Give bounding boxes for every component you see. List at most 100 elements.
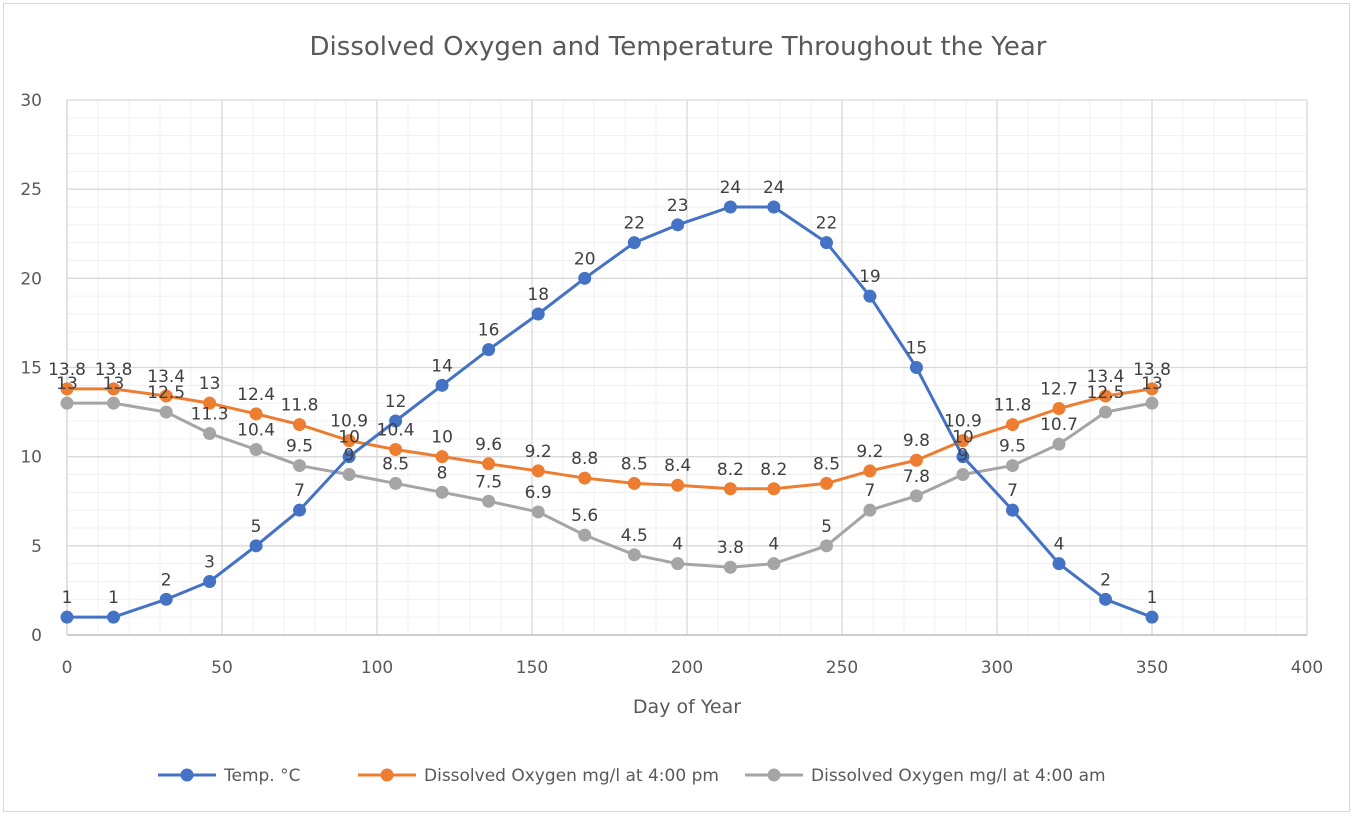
legend-marker-icon	[380, 768, 394, 782]
series-2-marker	[1099, 405, 1112, 419]
y-tick-label: 0	[31, 626, 42, 646]
series-0-marker	[909, 361, 923, 374]
series-2-marker	[863, 503, 877, 517]
x-tick-label: 100	[361, 658, 393, 678]
series-1-data-label: 13.8	[1133, 360, 1171, 380]
x-tick-label: 200	[671, 658, 703, 678]
series-0-marker	[767, 200, 781, 214]
series-1-data-label: 8.2	[760, 460, 787, 480]
series-1-data-label: 8.5	[813, 454, 840, 474]
series-2-marker	[159, 405, 173, 419]
series-2-marker	[482, 494, 496, 508]
x-tick-label: 150	[516, 658, 548, 678]
series-1-data-label: 10	[431, 428, 453, 448]
series-1-marker	[1145, 382, 1159, 396]
series-2-data-label: 3.8	[717, 538, 744, 558]
series-2-data-label: 13	[1141, 374, 1163, 394]
series-0-data-label: 19	[859, 267, 881, 287]
series-2-data-label: 8.5	[382, 454, 409, 474]
legend-item: Temp. °C	[158, 766, 300, 786]
legend: Temp. °C Dissolved Oxygen mg/l at 4:00 pm…	[158, 766, 1106, 786]
series-2-data-label: 9.5	[286, 437, 313, 457]
series-1-marker	[909, 453, 923, 467]
series-2-marker	[956, 468, 970, 481]
series-0-marker	[482, 343, 496, 357]
series-1-marker	[767, 482, 781, 496]
series-1-marker	[863, 464, 877, 478]
series-0-marker	[863, 289, 877, 303]
series-1-marker	[1052, 402, 1066, 416]
series-2-marker	[671, 557, 685, 571]
legend-label: Dissolved Oxygen mg/l at 4:00 am	[811, 766, 1106, 786]
series-0-data-label: 3	[204, 553, 215, 573]
series-0-data-label: 18	[527, 285, 549, 305]
series-0-data-label: 22	[623, 214, 645, 234]
series-0-data-label: 2	[161, 570, 172, 590]
series-1-marker	[389, 443, 403, 457]
series-1-data-label: 8.4	[664, 456, 691, 476]
series-2-marker	[249, 443, 263, 457]
series-0-data-label: 5	[251, 517, 262, 537]
series-0-marker	[723, 200, 737, 214]
series-2-marker	[767, 557, 781, 571]
series-1-data-label: 10.9	[330, 412, 368, 432]
series-1-marker	[1006, 418, 1019, 432]
series-2-marker	[578, 528, 592, 542]
series-0-marker	[531, 307, 545, 321]
series-0-marker	[389, 414, 403, 428]
series-0-data-label: 10	[338, 428, 360, 448]
series-1-data-label: 8.2	[717, 460, 744, 480]
series-0-marker	[1052, 557, 1066, 571]
y-tick-label: 15	[20, 359, 42, 379]
series-2-data-label: 4	[768, 535, 779, 555]
series-2-marker	[723, 560, 737, 574]
legend-label: Dissolved Oxygen mg/l at 4:00 pm	[424, 766, 719, 786]
series-1-line	[67, 387, 1153, 491]
y-tick-label: 5	[31, 537, 42, 557]
series-1-marker	[671, 478, 685, 492]
series-1-data-label: 13.4	[1087, 367, 1125, 387]
y-tick-label: 30	[20, 91, 42, 111]
series-1-data-label: 8.5	[621, 454, 648, 474]
series-1-data-label: 12.4	[237, 385, 275, 405]
series-0-data-label: 2	[1100, 570, 1111, 590]
legend-marker-icon	[180, 768, 194, 782]
series-1-marker	[159, 389, 173, 403]
series-2-data-label: 7	[864, 481, 875, 501]
x-tick-label: 50	[211, 658, 233, 678]
series-1-marker	[482, 457, 496, 471]
series-2-marker	[1006, 459, 1019, 473]
series-1-data-label: 13.8	[48, 360, 86, 380]
series-0-marker	[578, 271, 592, 285]
series-lines	[67, 205, 1153, 619]
series-1-data-label: 9.6	[475, 435, 502, 455]
series-2-marker	[909, 489, 923, 503]
series-2-marker	[342, 468, 356, 481]
series-2-data-label: 10.7	[1040, 415, 1078, 435]
series-0-data-label: 4	[1054, 535, 1065, 555]
series-0-marker	[1099, 592, 1112, 606]
series-1-marker	[1099, 389, 1112, 403]
series-0-data-label: 12	[385, 392, 407, 412]
series-0-data-label: 16	[478, 321, 500, 341]
legend-marker-icon	[767, 768, 781, 782]
legend-item: Dissolved Oxygen mg/l at 4:00 pm	[358, 766, 719, 786]
series-1-marker	[107, 382, 120, 396]
series-0-data-label: 1	[62, 588, 73, 608]
series-1-marker	[531, 464, 545, 478]
series-0-marker	[1145, 610, 1159, 624]
series-1-marker	[342, 434, 356, 448]
series-0-marker	[293, 503, 306, 517]
series-1-data-label: 12.7	[1040, 380, 1078, 400]
series-2-marker	[1052, 437, 1066, 451]
series-2-data-label: 6.9	[525, 483, 552, 503]
series-0-marker	[956, 450, 970, 464]
series-1-data-label: 11.8	[994, 396, 1032, 416]
legend-label: Temp. °C	[223, 766, 300, 786]
series-1-marker	[203, 396, 217, 410]
series-1-marker	[820, 476, 833, 490]
series-0-data-label: 7	[294, 481, 305, 501]
series-0-data-label: 24	[763, 178, 785, 198]
